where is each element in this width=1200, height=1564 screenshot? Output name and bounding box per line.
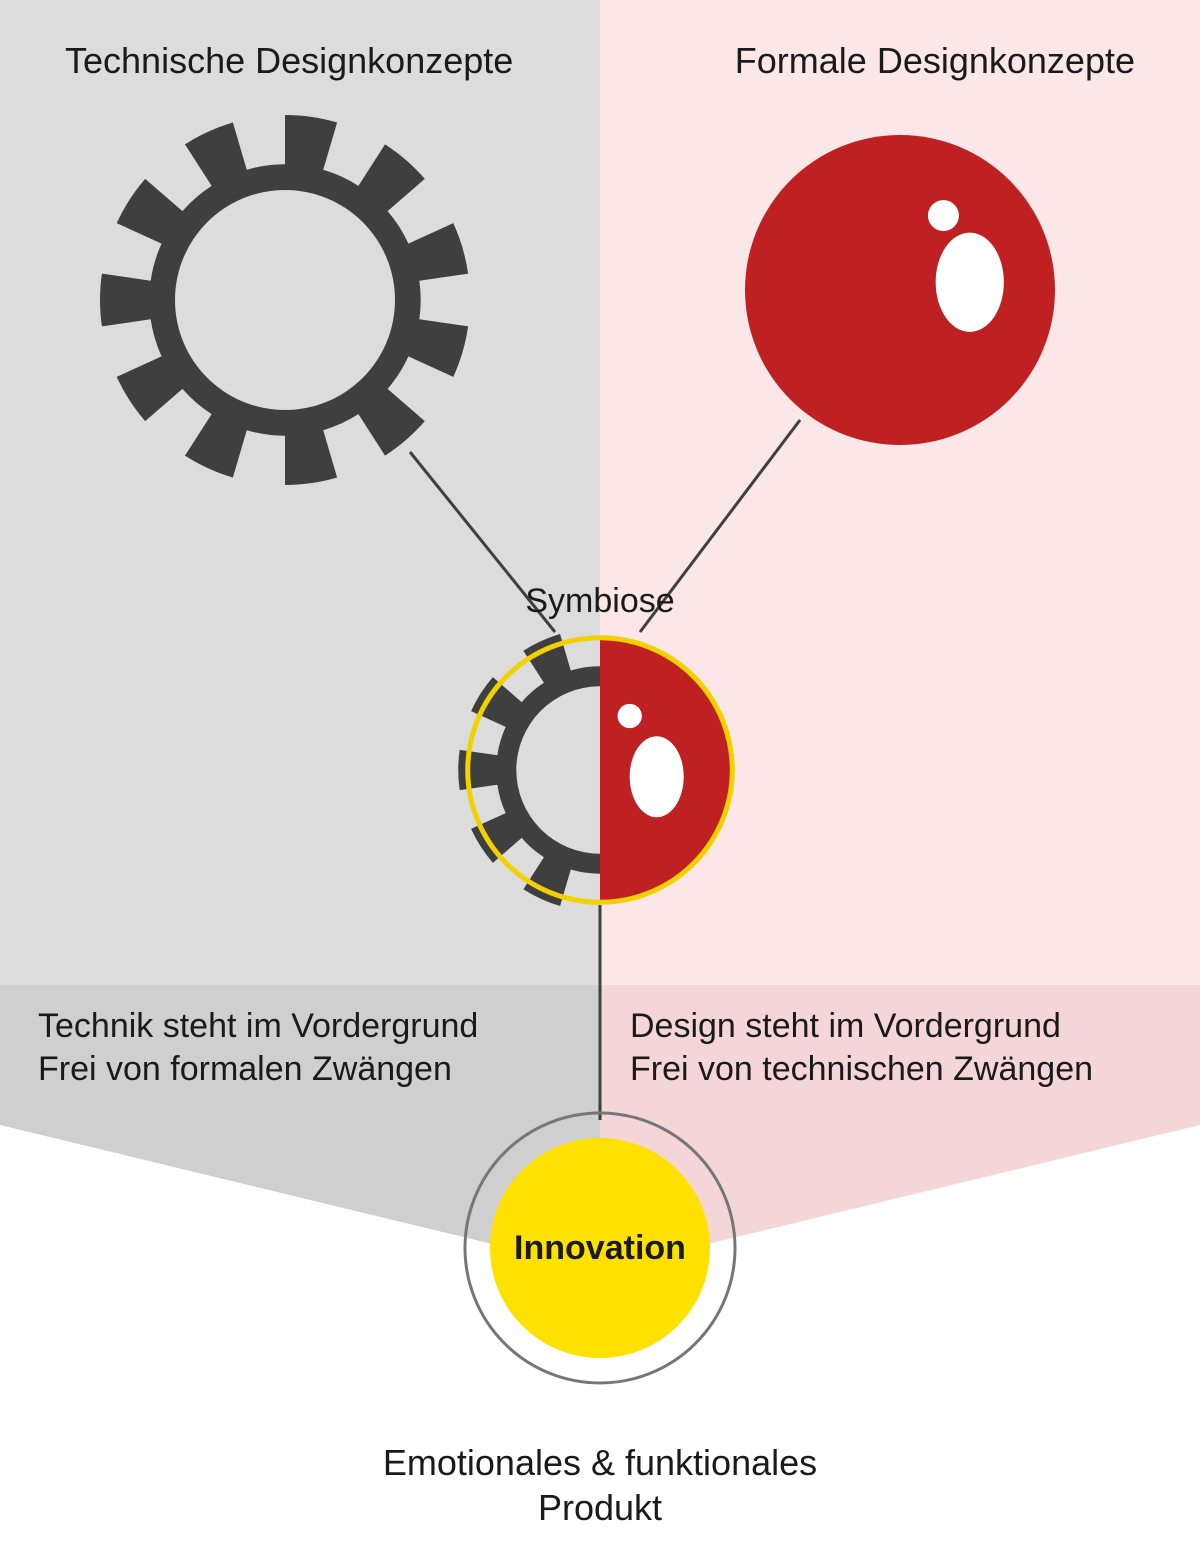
right-panel-subtitle: Design steht im Vordergrund Frei von tec… — [630, 1005, 1093, 1090]
symbiosis-icon — [435, 605, 765, 935]
diagram-canvas: Technische Designkonzepte Formale Design… — [0, 0, 1200, 1564]
left-panel-subtitle: Technik steht im Vordergrund Frei von fo… — [38, 1005, 478, 1090]
innovation-label: Innovation — [514, 1227, 686, 1270]
bottom-product-label: Emotionales & funktionales Produkt — [383, 1440, 817, 1530]
